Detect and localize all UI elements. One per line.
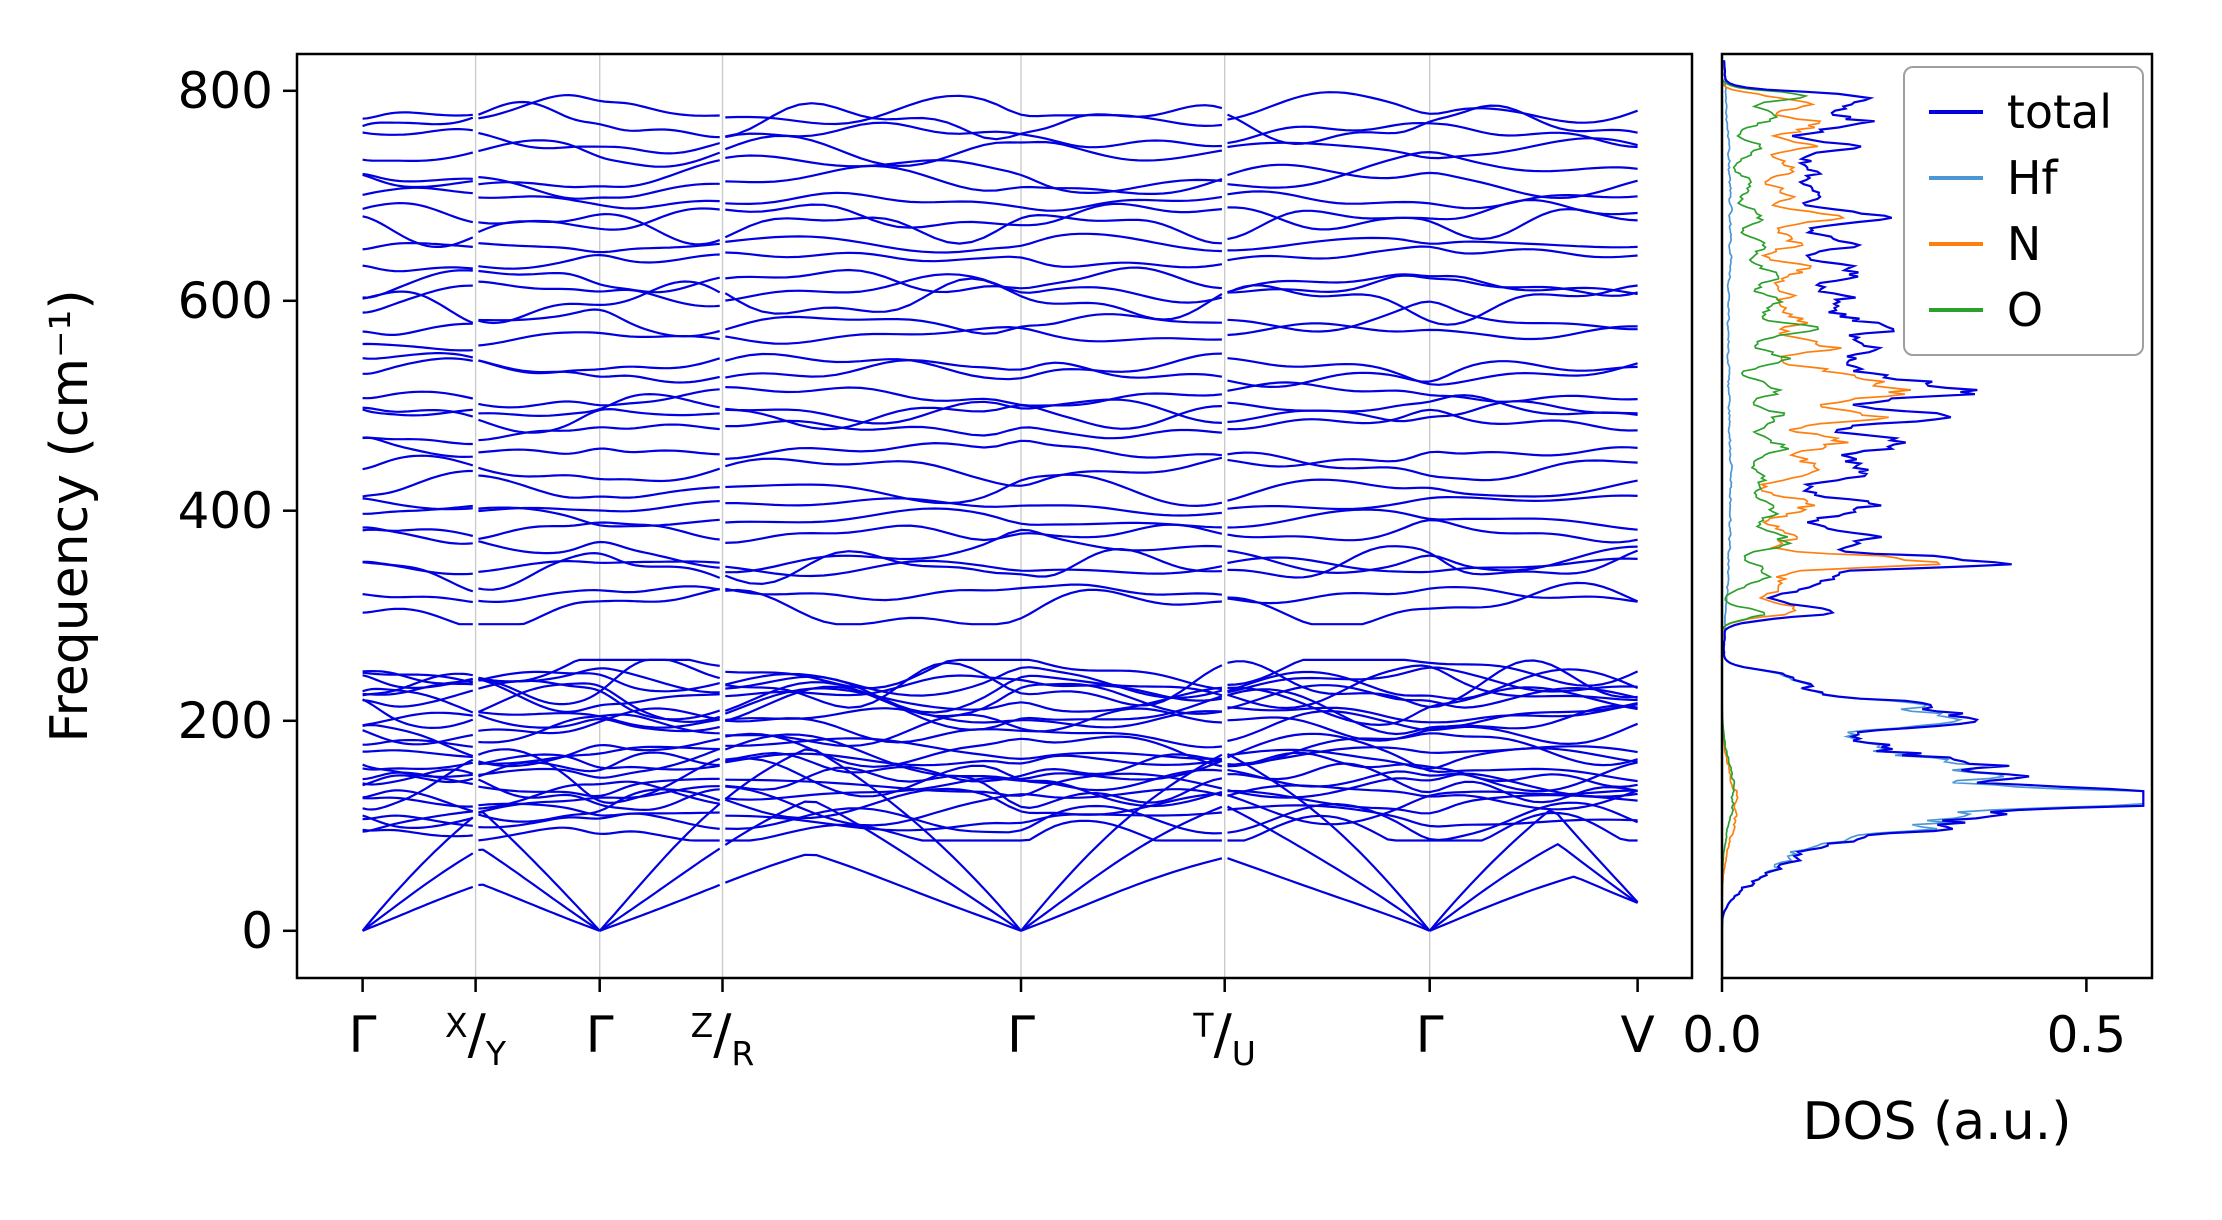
band-line	[362, 273, 1638, 314]
band-line	[362, 408, 1638, 446]
band-line	[362, 658, 1639, 691]
dos-curves	[1722, 60, 2145, 974]
legend-label: O	[2006, 283, 2044, 337]
band-line	[362, 300, 1638, 338]
band-line	[362, 245, 1638, 273]
band-line	[362, 802, 1638, 833]
band-line	[362, 748, 1638, 811]
legend-label: total	[2006, 85, 2112, 139]
dos-curve-N	[1722, 60, 1942, 974]
band-lines	[361, 91, 1639, 932]
band-line	[361, 748, 1639, 932]
band-line	[362, 771, 1638, 799]
band-line	[362, 151, 1638, 194]
band-line	[362, 528, 1638, 574]
legend-label: Hf	[2006, 151, 2058, 205]
legend-line-swatch	[1928, 308, 1983, 312]
band-line	[362, 400, 1638, 434]
dos-curve-total	[1722, 60, 2145, 974]
band-line	[362, 732, 1638, 783]
band-line	[362, 666, 1639, 701]
band-line	[362, 494, 1638, 517]
dos-curve-Hf	[1722, 60, 2145, 974]
dos-curve-O	[1722, 60, 1820, 974]
dos-legend: total Hf N O	[1902, 66, 2144, 356]
legend-item-Hf: Hf	[1928, 150, 2112, 206]
band-line	[362, 853, 1639, 932]
band-line	[362, 91, 1638, 127]
band-line	[362, 723, 1638, 768]
band-line	[362, 703, 1638, 729]
legend-line-swatch	[1928, 242, 1983, 246]
axes-frames	[283, 52, 2154, 992]
dos-frame	[1720, 52, 2154, 980]
dos-axis-label: DOS (a.u.)	[1802, 1092, 2072, 1152]
band-line	[362, 100, 1638, 145]
band-line	[362, 519, 1638, 545]
band-line	[362, 704, 1638, 746]
band-line	[362, 556, 1638, 578]
band-line	[362, 121, 1638, 155]
legend-item-O: O	[1928, 282, 2112, 338]
band-line	[362, 801, 1639, 842]
band-line	[362, 208, 1638, 248]
band-line	[362, 469, 1638, 507]
band-line	[361, 800, 1639, 932]
legend-line-swatch	[1928, 176, 1983, 180]
band-line	[362, 352, 1638, 386]
band-line	[362, 186, 1638, 212]
band-line	[362, 785, 1638, 829]
band-line	[362, 322, 1638, 352]
band-line	[362, 393, 1638, 425]
legend-item-N: N	[1928, 216, 2112, 272]
band-line	[362, 381, 1638, 409]
band-frame	[295, 52, 1694, 980]
band-line	[362, 277, 1638, 326]
band-line	[362, 581, 1639, 626]
band-line	[362, 436, 1638, 468]
band-line	[362, 583, 1638, 605]
band-line	[362, 134, 1638, 168]
band-line	[362, 504, 1638, 531]
band-line	[362, 451, 1638, 487]
y-axis-label: Frequency (cm⁻¹)	[40, 289, 100, 743]
band-line	[362, 777, 1638, 811]
legend-label: N	[2006, 217, 2042, 271]
legend-line-swatch	[1928, 110, 1983, 114]
band-line	[362, 266, 1638, 299]
legend-item-total: total	[1928, 84, 2112, 140]
band-line	[362, 198, 1638, 231]
